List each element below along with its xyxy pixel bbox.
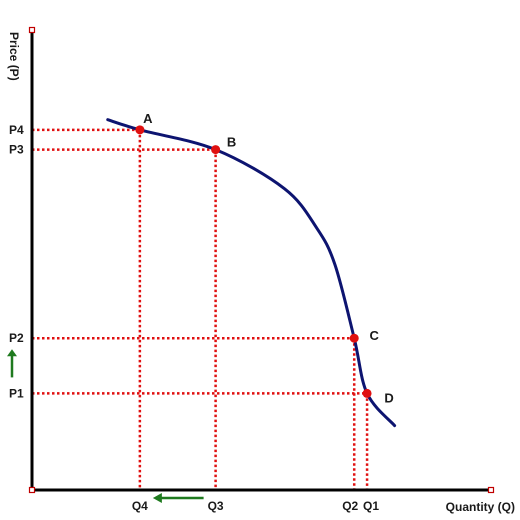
- demand-curve: [106, 118, 397, 428]
- point-label-a: A: [143, 111, 153, 126]
- tick-labels: P4 P3 P2 P1 Q4 Q3 Q2 Q1: [9, 123, 379, 513]
- y-tick-p1: P1: [9, 386, 24, 400]
- point-d: [362, 388, 372, 398]
- price-rise-arrow-head: [7, 349, 17, 357]
- y-tick-p2: P2: [9, 331, 24, 345]
- guide-lines: [32, 128, 369, 490]
- point-label-d: D: [384, 390, 393, 405]
- x-tick-q3: Q3: [208, 499, 224, 513]
- point-c: [349, 333, 359, 343]
- point-label-b: B: [227, 135, 236, 150]
- origin-marker: [28, 486, 36, 494]
- point-a: [135, 125, 145, 135]
- y-axis-end-marker: [28, 26, 36, 34]
- y-tick-p3: P3: [9, 143, 24, 157]
- point-label-c: C: [370, 328, 380, 343]
- point-b: [211, 145, 221, 155]
- y-axis-label: Price (P): [7, 32, 21, 81]
- x-tick-q1: Q1: [363, 499, 379, 513]
- x-tick-q2: Q2: [342, 499, 358, 513]
- quantity-fall-arrow-head: [152, 493, 162, 503]
- x-axis-label: Quantity (Q): [446, 500, 515, 514]
- axes: [28, 26, 495, 494]
- points-layer: A B C D: [135, 111, 394, 405]
- x-axis-end-marker: [487, 486, 495, 494]
- x-tick-q4: Q4: [132, 499, 148, 513]
- demand-curve-layer: [106, 118, 397, 428]
- arrows-layer: [7, 349, 204, 503]
- y-tick-p4: P4: [9, 123, 24, 137]
